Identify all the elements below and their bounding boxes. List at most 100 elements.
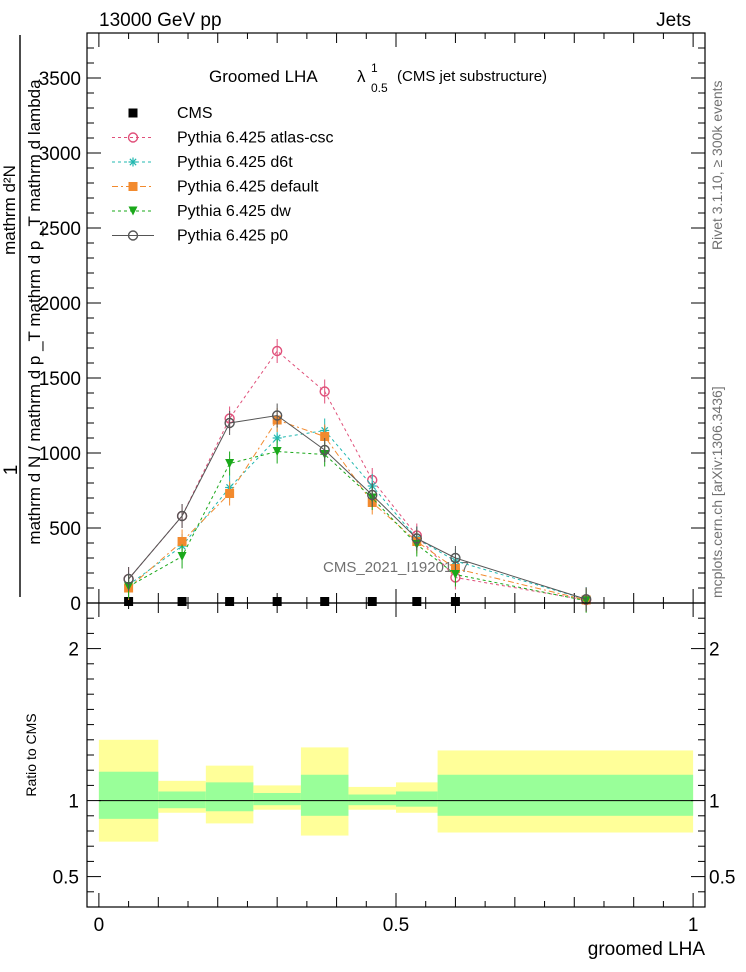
x-axis-label: groomed LHA bbox=[588, 939, 706, 960]
data-point bbox=[225, 597, 235, 606]
legend-item: Pythia 6.425 atlas-csc bbox=[112, 130, 334, 147]
ratio-y-tick-label: 2 bbox=[68, 640, 79, 661]
star-stroke bbox=[129, 158, 137, 166]
data-point bbox=[272, 597, 282, 606]
ratio-bands bbox=[98, 739, 694, 842]
data-point bbox=[367, 597, 377, 606]
title-lambda: λ bbox=[357, 67, 366, 86]
data-point bbox=[128, 206, 138, 216]
stat-uncertainty-band bbox=[205, 782, 254, 812]
series-pythia-6-425-dw bbox=[124, 439, 591, 613]
star-stroke bbox=[273, 434, 281, 442]
data-point bbox=[320, 597, 330, 606]
category-label: Jets bbox=[656, 10, 691, 31]
y-label-axis: mathrm d²N bbox=[0, 165, 19, 255]
data-point bbox=[128, 108, 138, 118]
data-point bbox=[127, 132, 139, 143]
ratio-panel: 0.5 0.5 1 1 2 2 0 0.5 1 Ratio to CMS bbox=[23, 602, 735, 936]
series-cms bbox=[124, 597, 460, 606]
ratio-y-tick-label-right: 2 bbox=[709, 640, 720, 661]
y-label-denominator: mathrm d N / mathrm d p _T mathrm d p _T… bbox=[25, 79, 44, 545]
data-point bbox=[319, 386, 330, 397]
y-tick-label: 2500 bbox=[39, 219, 81, 240]
stat-uncertainty-band bbox=[158, 791, 206, 809]
stat-uncertainty-band bbox=[437, 774, 694, 816]
data-point bbox=[412, 597, 422, 606]
ratio-y-axis-label: Ratio to CMS bbox=[23, 713, 39, 796]
y-tick-label: 500 bbox=[49, 519, 81, 540]
data-point bbox=[224, 417, 235, 429]
stat-uncertainty-band bbox=[348, 794, 396, 806]
legend-item: CMS bbox=[128, 105, 213, 122]
watermark: CMS_2021_I1920187 bbox=[323, 559, 469, 576]
title-subscript: 0.5 bbox=[371, 81, 388, 95]
data-point bbox=[450, 597, 460, 606]
data-point bbox=[272, 447, 282, 456]
data-point bbox=[367, 489, 378, 501]
stat-uncertainty-band bbox=[396, 791, 438, 807]
ratio-y-tick-label: 0.5 bbox=[53, 868, 79, 889]
data-point bbox=[177, 537, 187, 546]
data-point bbox=[450, 570, 460, 579]
data-point bbox=[225, 459, 235, 468]
legend-label: CMS bbox=[177, 105, 213, 122]
main-axes: 0 500 1000 1500 2000 2500 3000 3500 bbox=[39, 32, 705, 615]
legend-label: Pythia 6.425 d6t bbox=[177, 154, 293, 171]
y-tick-label: 0 bbox=[70, 594, 81, 615]
series-pythia-6-425-d6t bbox=[124, 418, 591, 612]
stat-uncertainty-band bbox=[253, 793, 301, 806]
x-tick-label: 0 bbox=[94, 915, 105, 936]
data-point bbox=[271, 345, 283, 357]
title-note: (CMS jet substructure) bbox=[397, 68, 547, 85]
legend-item: Pythia 6.425 p0 bbox=[112, 228, 288, 245]
data-point bbox=[124, 597, 134, 606]
y-tick-label: 1000 bbox=[39, 444, 81, 465]
data-point bbox=[320, 432, 330, 441]
data-point bbox=[128, 157, 138, 167]
legend-label: Pythia 6.425 dw bbox=[177, 203, 291, 220]
ratio-y-tick-label: 1 bbox=[68, 792, 79, 813]
data-point bbox=[123, 573, 134, 585]
x-tick-label: 1 bbox=[688, 915, 699, 936]
y-tick-label: 1500 bbox=[39, 369, 81, 390]
stat-uncertainty-band bbox=[300, 774, 349, 816]
legend-item: Pythia 6.425 d6t bbox=[112, 154, 293, 171]
stat-uncertainty-band bbox=[98, 771, 159, 819]
data-point bbox=[319, 444, 330, 456]
legend-item: Pythia 6.425 dw bbox=[112, 203, 291, 220]
y-tick-label: 3500 bbox=[39, 69, 81, 90]
series-line bbox=[128, 450, 587, 602]
ratio-axes: 0.5 0.5 1 1 2 2 0 0.5 1 bbox=[53, 603, 735, 936]
data-point bbox=[411, 533, 422, 544]
data-point bbox=[128, 182, 138, 191]
energy-label: 13000 GeV pp bbox=[99, 10, 222, 31]
legend-label: Pythia 6.425 p0 bbox=[177, 228, 288, 245]
rivet-label: Rivet 3.1.10, ≥ 300k events bbox=[709, 80, 725, 250]
legend-label: Pythia 6.425 atlas-csc bbox=[177, 130, 334, 147]
ratio-y-tick-label-right: 0.5 bbox=[709, 868, 735, 889]
legend: CMS Pythia 6.425 atlas-csc Pythia 6.425 d6… bbox=[112, 105, 334, 245]
data-point bbox=[450, 552, 461, 564]
legend-label: Pythia 6.425 default bbox=[177, 179, 319, 196]
data-point bbox=[580, 594, 592, 605]
legend-item: Pythia 6.425 default bbox=[112, 179, 319, 196]
chart-title: Groomed LHA bbox=[209, 67, 318, 86]
main-panel: 0 500 1000 1500 2000 2500 3000 3500 CMS_2021_I1… bbox=[0, 32, 706, 615]
x-tick-label: 0.5 bbox=[383, 915, 409, 936]
data-point bbox=[177, 597, 187, 606]
series-pythia-6-425-p0 bbox=[123, 403, 592, 612]
series-pythia-6-425-default bbox=[124, 408, 591, 612]
main-y-axis-label: 1 mathrm d N / mathrm d p _T mathrm d p … bbox=[0, 35, 44, 597]
y-label-numerator: 1 bbox=[1, 465, 22, 476]
title-superscript: 1 bbox=[371, 61, 378, 75]
main-series-layer bbox=[123, 339, 592, 613]
data-point bbox=[127, 230, 139, 241]
y-tick-label: 2000 bbox=[39, 294, 81, 315]
data-point bbox=[271, 410, 283, 421]
mcplots-label: mcplots.cern.ch [arXiv:1306.3436] bbox=[709, 386, 725, 598]
data-point bbox=[176, 510, 188, 522]
y-tick-label: 3000 bbox=[39, 144, 81, 165]
ratio-y-tick-label-right: 1 bbox=[709, 792, 720, 813]
data-point bbox=[225, 489, 235, 498]
